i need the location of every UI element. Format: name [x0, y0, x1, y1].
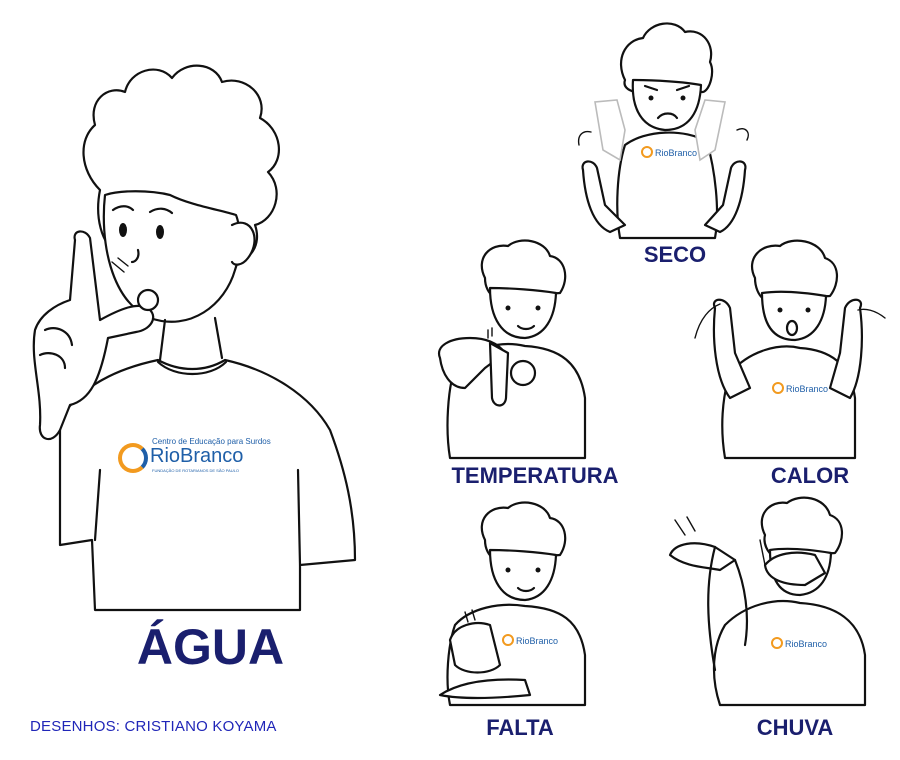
logo-line3: FUNDAÇÃO DE ROTARIANOS DE SÃO PAULO — [152, 468, 239, 473]
chuva-logo: RioBranco — [771, 637, 827, 649]
sign-label-calor: CALOR — [770, 463, 850, 488]
credits-text: DESENHOS: CRISTIANO KOYAMA — [30, 718, 277, 735]
sign-label-temperatura: TEMPERATURA — [451, 463, 619, 488]
seco-logo: RioBranco — [641, 146, 697, 158]
face — [102, 190, 241, 323]
sign-label-falta: FALTA — [486, 715, 554, 740]
logo-line1: Centro de Educação para Surdos — [152, 437, 271, 446]
falta-logo: RioBranco — [502, 634, 558, 646]
logo-mark-icon — [118, 443, 148, 473]
seco-sign-figure: RioBranco — [577, 22, 749, 240]
shirt — [58, 358, 357, 612]
eye-left — [119, 223, 127, 237]
ear — [230, 221, 256, 266]
svg-text:RioBranco: RioBranco — [655, 148, 697, 158]
svg-text:RioBranco: RioBranco — [785, 639, 827, 649]
logo-name: RioBranco — [150, 445, 244, 467]
svg-text:RioBranco: RioBranco — [516, 636, 558, 646]
sign-label-seco: SECO — [643, 242, 707, 267]
main-sign-label: ÁGUA — [136, 619, 285, 675]
eye-right — [156, 225, 164, 239]
chuva-sign-figure: RioBranco — [668, 496, 867, 707]
temperatura-sign-figure — [437, 239, 587, 460]
hand — [32, 230, 155, 441]
svg-text:RioBranco: RioBranco — [786, 384, 828, 394]
falta-sign-figure: RioBranco — [438, 501, 587, 707]
agua-sign-figure — [32, 64, 357, 612]
calor-logo: RioBranco — [772, 382, 828, 394]
sign-label-chuva: CHUVA — [756, 715, 834, 740]
calor-sign-figure: RioBranco — [694, 239, 886, 460]
brow — [111, 205, 135, 212]
